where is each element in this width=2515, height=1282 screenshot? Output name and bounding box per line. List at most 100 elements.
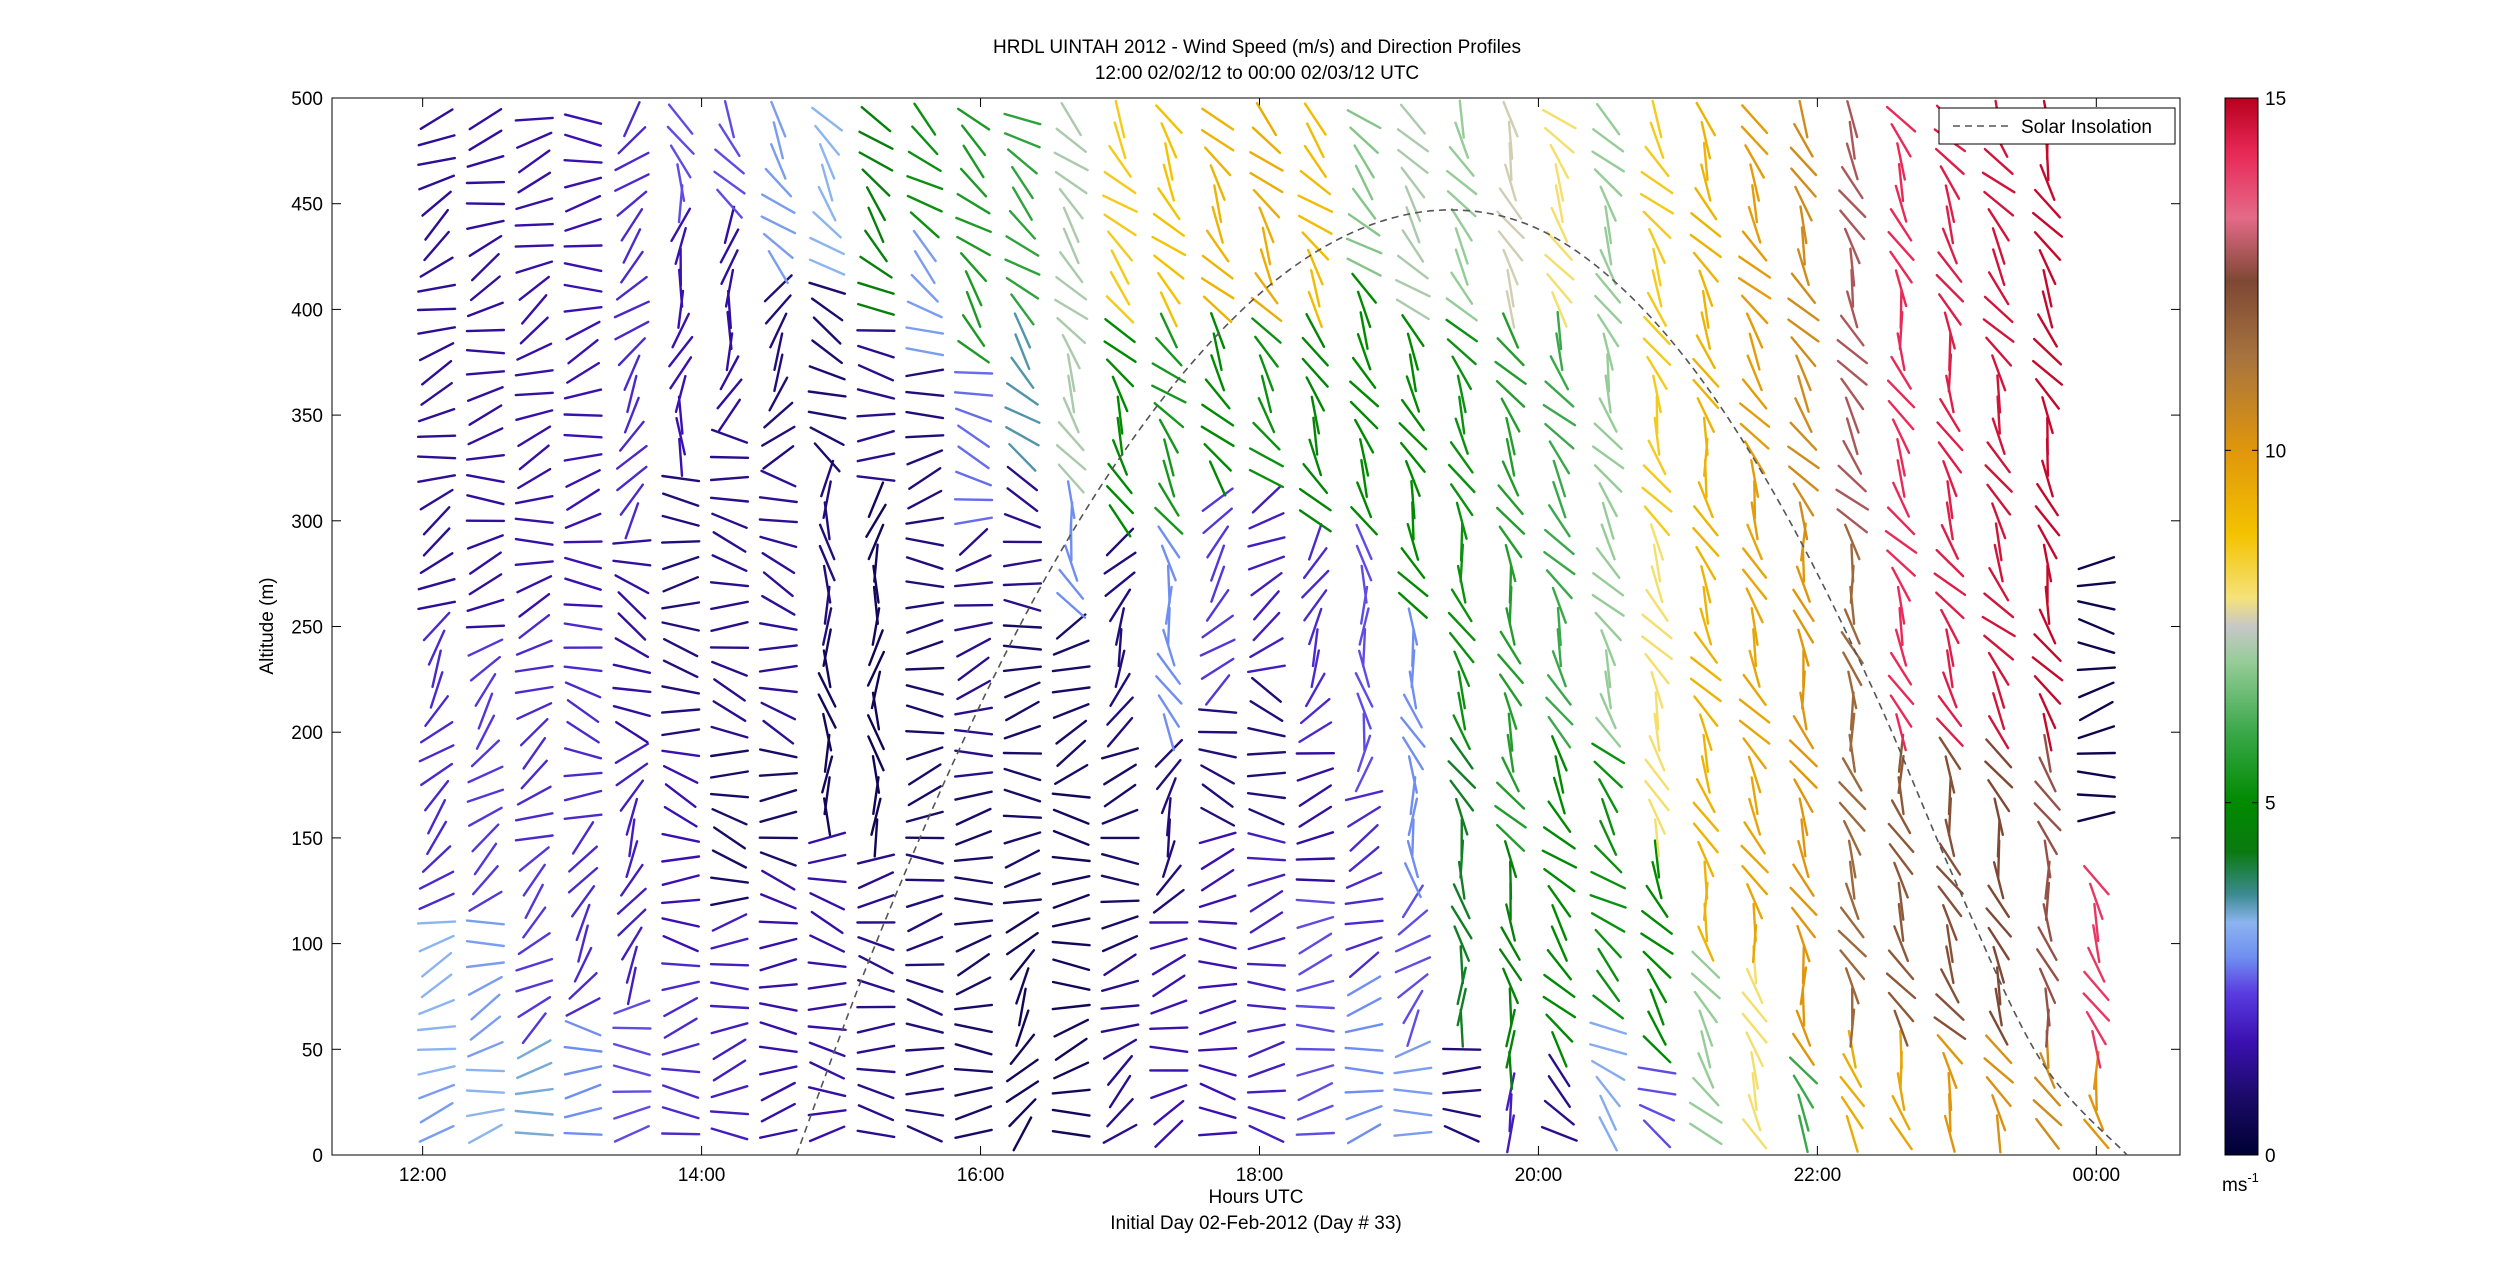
wind-vector <box>1789 421 1818 451</box>
wind-vector <box>418 1083 456 1100</box>
wind-vector <box>1945 501 1954 541</box>
wind-vector <box>1116 395 1124 435</box>
wind-vector <box>1644 758 1670 791</box>
wind-vector <box>809 258 846 276</box>
wind-vector <box>1692 251 1719 283</box>
wind-vector <box>1692 801 1720 832</box>
wind-vector <box>1695 545 1717 581</box>
wind-vector <box>1311 628 1319 668</box>
wind-vector <box>1100 853 1140 866</box>
wind-vector <box>1541 108 1577 130</box>
wind-vector <box>614 742 649 764</box>
wind-vector <box>1638 1103 1676 1122</box>
wind-vector <box>1839 949 1866 981</box>
wind-vector <box>1455 501 1468 540</box>
wind-vector <box>1108 144 1132 178</box>
wind-vector <box>1885 105 1917 133</box>
wind-vector <box>1103 783 1137 808</box>
wind-vector <box>1449 779 1475 812</box>
wind-vector <box>758 772 798 777</box>
wind-vector <box>1100 1004 1140 1010</box>
wind-vector <box>1105 358 1135 388</box>
x-tick-label: 12:00 <box>399 1165 447 1186</box>
wind-vector <box>1594 294 1623 324</box>
wind-vector <box>1738 719 1771 745</box>
wind-vector <box>1152 212 1186 237</box>
wind-vector <box>1505 438 1516 477</box>
wind-vector <box>1848 860 1856 900</box>
wind-vector <box>1896 585 1906 625</box>
wind-vector <box>620 863 644 897</box>
wind-vector <box>1986 441 2011 474</box>
wind-vector <box>1053 151 1089 172</box>
wind-vector <box>955 554 992 572</box>
wind-vector <box>564 1083 602 1100</box>
wind-vector <box>1941 904 1958 941</box>
wind-vector <box>1258 354 1275 392</box>
wind-vector <box>1296 979 1335 992</box>
wind-vector <box>418 934 455 953</box>
legend: Solar Insolation <box>1938 107 2176 145</box>
wind-vector <box>563 453 603 462</box>
wind-vector <box>1985 336 2013 367</box>
wind-vector <box>421 845 452 873</box>
wind-vector <box>421 190 452 217</box>
wind-vector <box>1458 99 1465 139</box>
wind-vector <box>514 222 554 227</box>
wind-vector <box>953 371 994 375</box>
wind-vector <box>1601 501 1615 540</box>
wind-vector <box>1981 171 2016 194</box>
wind-vector <box>905 1046 945 1052</box>
wind-vector <box>1599 248 1617 286</box>
wind-vector <box>1165 797 1172 837</box>
wind-vector <box>1348 846 1380 872</box>
wind-vector <box>1542 403 1577 427</box>
wind-vector <box>953 391 994 397</box>
wind-vector <box>759 1002 798 1012</box>
wind-vector <box>568 972 598 1000</box>
wind-vector <box>1541 849 1578 869</box>
wind-vector <box>1456 374 1467 414</box>
wind-vector <box>1307 290 1323 328</box>
wind-vector <box>2038 249 2057 286</box>
wind-vector <box>1887 991 1915 1023</box>
wind-vector <box>2078 618 2115 635</box>
wind-vector <box>1836 359 1868 386</box>
wind-vector <box>1442 1065 1482 1075</box>
wind-vector <box>1893 1009 1909 1047</box>
wind-vector <box>1651 269 1663 308</box>
wind-vector <box>1396 128 1430 153</box>
wind-vector <box>466 301 504 318</box>
wind-vector <box>1642 464 1672 493</box>
wind-vector <box>1105 295 1135 324</box>
wind-vector <box>906 998 943 1016</box>
wind-vector <box>563 433 603 439</box>
wind-vector <box>1253 590 1280 621</box>
wind-vector <box>1347 805 1382 828</box>
wind-vector <box>1158 418 1179 454</box>
wind-vector <box>1295 857 1336 861</box>
wind-vector <box>1751 184 1759 224</box>
wind-vector <box>566 488 600 511</box>
wind-vector <box>612 559 652 567</box>
wind-vector <box>1113 121 1127 160</box>
wind-vector <box>905 704 944 718</box>
wind-vector <box>709 1004 750 1010</box>
wind-vector <box>421 951 453 978</box>
wind-vector <box>1495 380 1526 408</box>
wind-vector <box>613 1124 650 1143</box>
wind-vector <box>1789 760 1818 789</box>
wind-vector <box>1798 797 1809 837</box>
wind-vector <box>709 455 750 459</box>
wind-vector <box>1937 293 1962 326</box>
wind-vector <box>1205 229 1230 263</box>
wind-vector <box>1888 843 1914 875</box>
wind-vector <box>1945 649 1954 689</box>
wind-vector <box>514 517 554 524</box>
wind-vector <box>1297 194 1334 213</box>
wind-vector <box>955 1105 993 1121</box>
wind-vector <box>1688 1101 1723 1124</box>
wind-vector <box>1055 719 1088 745</box>
wind-vector <box>2041 459 2054 498</box>
